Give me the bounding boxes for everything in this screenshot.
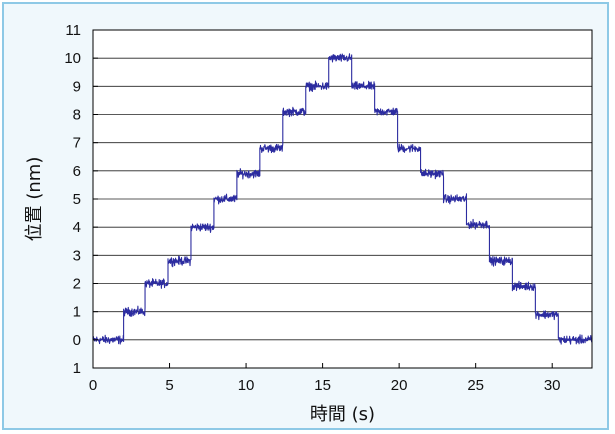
- y-tick-label: 11: [65, 22, 81, 39]
- x-tick-label: 20: [391, 377, 408, 394]
- y-axis-title: 位置 (nm): [24, 157, 45, 242]
- y-tick-label: 1: [73, 360, 81, 377]
- x-tick-label: 10: [238, 377, 255, 394]
- y-tick-label: 3: [73, 247, 81, 264]
- x-tick-label: 15: [314, 377, 331, 394]
- y-tick-label: 0: [73, 332, 81, 349]
- grid-lines: [93, 29, 592, 369]
- y-tick-label: 7: [73, 135, 81, 152]
- y-tick-label: 6: [73, 163, 81, 180]
- x-tick-label: 5: [165, 377, 173, 394]
- y-tick-label: 9: [73, 78, 81, 95]
- y-tick-label: 10: [64, 50, 81, 67]
- series-line: [92, 53, 593, 345]
- y-tick-label: 2: [73, 276, 81, 293]
- y-tick-label: 5: [73, 191, 81, 208]
- x-axis-title: 時間 (s): [310, 404, 375, 425]
- x-tick-label: 0: [89, 377, 97, 394]
- x-tick-label: 25: [467, 377, 484, 394]
- y-tick-label: 4: [73, 219, 81, 236]
- x-tick-label: 30: [544, 377, 561, 394]
- y-tick-label: 8: [73, 107, 81, 124]
- y-tick-label: 1: [73, 304, 81, 321]
